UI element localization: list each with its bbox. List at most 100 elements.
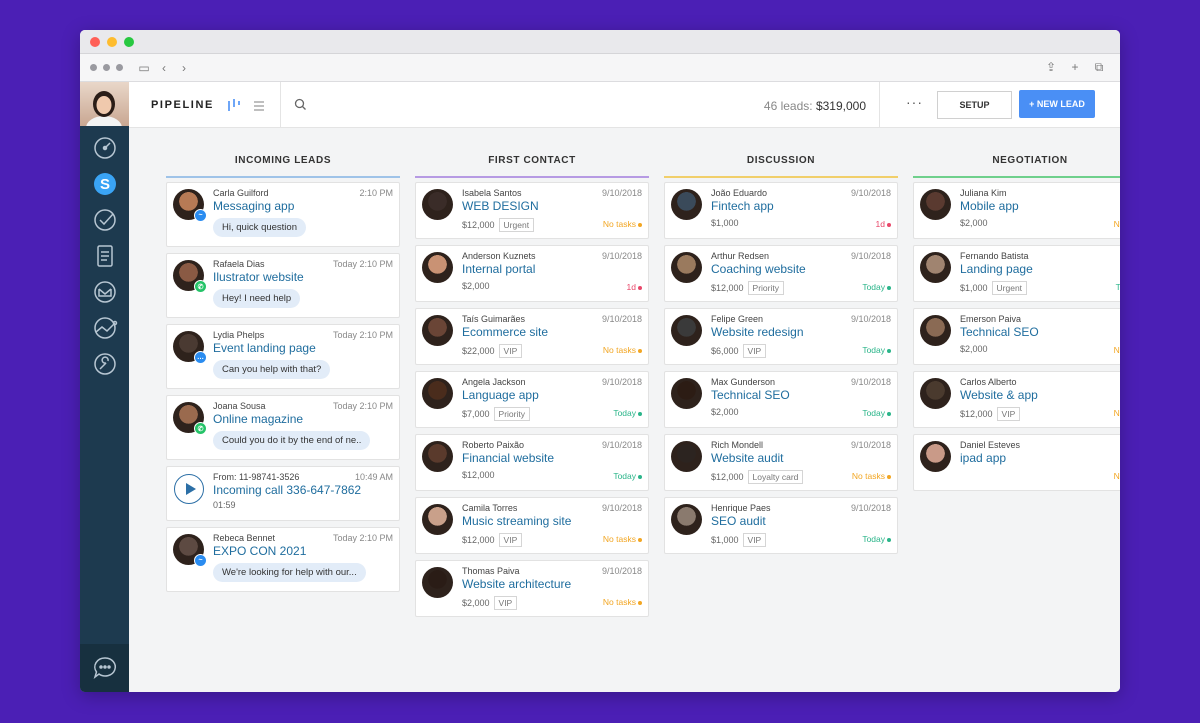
task-status-text: Toda [1115,282,1120,292]
lead-card[interactable]: Juliana Kim9/10Mobile app$2,000No ta [913,182,1120,239]
kanban-view-icon[interactable] [227,98,241,117]
tasks-icon[interactable] [80,202,129,238]
lead-card[interactable]: Rich Mondell 9/10/2018 Website audit $12,00… [664,434,898,491]
lead-title[interactable]: Online magazine [213,412,304,426]
plus-icon[interactable]: + [1071,60,1079,74]
lead-date: 9/10/2018 [601,440,642,450]
lead-card[interactable]: Arthur Redsen 9/10/2018 Coaching website $1… [664,245,898,302]
lead-date: 9/10/2018 [601,503,642,513]
lead-title[interactable]: SEO audit [711,514,766,528]
lead-card[interactable]: Max Gunderson 9/10/2018 Technical SEO $2,00… [664,371,898,428]
task-status-text: Today [862,345,885,355]
lead-title[interactable]: Website audit [711,451,784,465]
lead-title[interactable]: Technical SEO [711,388,790,402]
lead-title[interactable]: Ilustrator website [213,270,304,284]
minimize-window-button[interactable] [107,36,117,47]
lead-amount: $12,000 [711,283,744,293]
user-avatar[interactable] [80,82,129,126]
forward-icon[interactable]: › [182,60,186,75]
lead-title[interactable]: Language app [462,388,539,402]
lead-title[interactable]: Fintech app [711,199,774,213]
dashboard-icon[interactable] [80,130,129,166]
brand-logo-icon[interactable]: S [80,166,129,202]
search-icon[interactable] [294,98,307,116]
lead-card[interactable]: Roberto Paixão 9/10/2018 Financial website… [415,434,649,491]
more-icon[interactable]: ··· [906,94,923,110]
task-status: No ta [1114,345,1120,355]
forms-icon[interactable] [80,238,129,274]
lead-contact-name: Arthur Redsen [711,251,770,261]
status-dot [887,411,891,416]
lead-title[interactable]: Incoming call 336-647-7862 [213,483,362,497]
lead-card[interactable]: Felipe Green 9/10/2018 Website redesign $6,… [664,308,898,365]
tabs-icon[interactable]: ⧉ [1094,60,1104,74]
new-lead-button[interactable]: + NEW LEAD [1019,90,1095,118]
lead-card[interactable]: ✆ Joana Sousa Today 2:10 PM Online magazine… [166,395,400,460]
sidebar-icon[interactable]: ▭ [138,60,150,75]
mail-icon[interactable] [80,274,129,310]
lead-title[interactable]: Coaching website [711,262,806,276]
lead-title[interactable]: Internal portal [462,262,536,276]
lead-title[interactable]: Financial website [462,451,555,465]
lead-date: 9/10/2018 [850,377,891,387]
lead-card[interactable]: ~ Carla Guilford 2:10 PM Messaging app Hi, q… [166,182,400,247]
share-icon[interactable]: ⇪ [1045,60,1057,74]
analytics-icon[interactable] [80,310,129,346]
setup-button[interactable]: SETUP [937,91,1012,119]
lead-title[interactable]: Website & app [960,388,1038,402]
lead-title[interactable]: Website architecture [462,577,572,591]
list-view-icon[interactable] [253,99,265,117]
task-status-text: Today [862,282,885,292]
lead-card[interactable]: ~ Rebeca Bennet Today 2:10 PM EXPO CON 2021… [166,527,400,592]
message-preview[interactable]: Can you help with that? [213,360,331,379]
message-preview[interactable]: We're looking for help with our... [213,563,366,582]
column-title: INCOMING LEADS [166,128,400,178]
svg-text:S: S [99,176,109,193]
toolbar-dot [116,64,123,71]
lead-date: Today 2:10 PM [332,330,393,340]
maximize-window-button[interactable] [124,36,134,47]
lead-title[interactable]: Ecommerce site [462,325,549,339]
lead-title[interactable]: Messaging app [213,199,295,213]
lead-card[interactable]: … Lydia Phelps Today 2:10 PM Event landing … [166,324,400,389]
lead-tag: VIP [742,344,767,358]
lead-card[interactable]: Taís Guimarães 9/10/2018 Ecommerce site $22… [415,308,649,365]
lead-title[interactable]: ipad app [960,451,1007,465]
status-dot [638,411,642,416]
back-icon[interactable]: ‹ [162,60,166,75]
task-status-text: 1d [626,282,636,292]
task-status: No ta [1114,219,1120,229]
lead-card[interactable]: ✆ Rafaela Dias Today 2:10 PM Ilustrator web… [166,253,400,318]
lead-title[interactable]: Landing page [960,262,1033,276]
task-status: No tasks [603,597,642,607]
lead-title[interactable]: Website redesign [711,325,804,339]
task-status: 1d [627,282,642,292]
close-window-button[interactable] [90,36,100,47]
lead-card[interactable]: Angela Jackson 9/10/2018 Language app $7,00… [415,371,649,428]
message-preview[interactable]: Hey! I need help [213,289,301,308]
message-preview[interactable]: Hi, quick question [213,218,306,237]
lead-amount: $12,000 [960,409,993,419]
lead-card[interactable]: Fernando Batista9/10Landing page$1,000Ur… [913,245,1120,302]
lead-title[interactable]: EXPO CON 2021 [213,544,307,558]
lead-card[interactable]: From: 11-98741-3526 10:49 AM Incoming call… [166,466,400,521]
lead-card[interactable]: Isabela Santos 9/10/2018 WEB DESIGN $12,000… [415,182,649,239]
settings-icon[interactable] [80,346,129,382]
lead-title[interactable]: Technical SEO [960,325,1039,339]
chat-icon[interactable] [80,644,129,692]
lead-card[interactable]: Henrique Paes 9/10/2018 SEO audit $1,000 VIP… [664,497,898,554]
lead-card[interactable]: Camila Torres 9/10/2018 Music streaming si… [415,497,649,554]
lead-card[interactable]: Anderson Kuznets 9/10/2018 Internal portal… [415,245,649,302]
lead-card[interactable]: Daniel Esteves9/10ipad appNo ta [913,434,1120,491]
lead-title[interactable]: Music streaming site [462,514,572,528]
lead-title[interactable]: Event landing page [213,341,316,355]
lead-card[interactable]: Thomas Paiva 9/10/2018 Website architectur… [415,560,649,617]
message-preview[interactable]: Could you do it by the end of ne.. [213,431,371,450]
lead-card[interactable]: João Eduardo 9/10/2018 Fintech app $1,000 1d [664,182,898,239]
play-call-icon[interactable] [174,474,204,504]
lead-title[interactable]: WEB DESIGN [462,199,539,213]
lead-card[interactable]: Carlos Alberto9/10Website & app$12,000VI… [913,371,1120,428]
lead-title[interactable]: Mobile app [960,199,1019,213]
toolbar-dot [90,64,97,71]
